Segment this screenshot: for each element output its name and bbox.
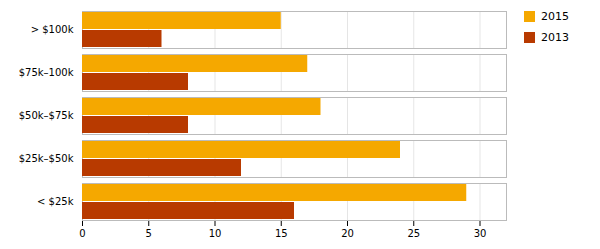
svg-text:> $100k: > $100k bbox=[31, 24, 74, 35]
svg-text:10: 10 bbox=[209, 228, 222, 239]
svg-text:25: 25 bbox=[407, 228, 420, 239]
svg-text:$75k–100k: $75k–100k bbox=[19, 67, 74, 78]
svg-text:5: 5 bbox=[146, 228, 152, 239]
svg-text:$50k–$75k: $50k–$75k bbox=[19, 110, 74, 121]
svg-text:15: 15 bbox=[275, 228, 288, 239]
svg-text:0: 0 bbox=[79, 228, 85, 239]
svg-text:30: 30 bbox=[474, 228, 487, 239]
svg-text:$25k–$50k: $25k–$50k bbox=[19, 153, 74, 164]
svg-text:< $25k: < $25k bbox=[37, 196, 74, 207]
html-text:2013: 2013 bbox=[541, 31, 569, 44]
svg-text:20: 20 bbox=[341, 228, 354, 239]
html-text:2015: 2015 bbox=[541, 10, 569, 23]
